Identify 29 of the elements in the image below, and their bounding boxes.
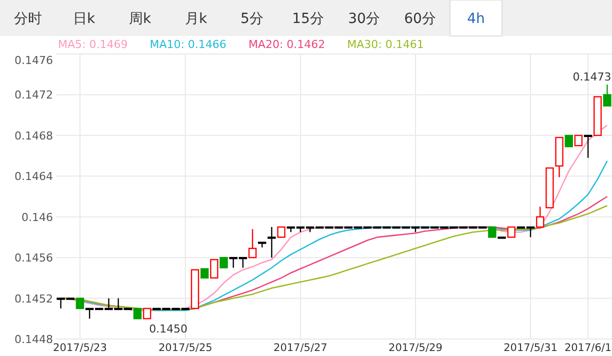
text: 30分 bbox=[348, 11, 380, 27]
y-tick-label: 0.1452 bbox=[14, 292, 53, 306]
x-tick-label: 2017/6/1 bbox=[564, 342, 612, 354]
text: 4h bbox=[467, 11, 485, 27]
text: MA20: 0.1462 bbox=[248, 38, 326, 51]
text: 日k bbox=[72, 11, 96, 27]
annotation: 0.1450 bbox=[149, 322, 188, 336]
x-tick-label: 2017/5/23 bbox=[53, 342, 107, 354]
y-tick-label: 0.1468 bbox=[14, 129, 53, 142]
y-tick-label: 0.1456 bbox=[14, 252, 53, 265]
text: MA10: 0.1466 bbox=[150, 38, 226, 51]
y-tick-label: 0.1464 bbox=[14, 170, 53, 184]
text: 5分 bbox=[240, 11, 264, 27]
y-tick-label: 0.1476 bbox=[14, 54, 53, 67]
text: MA30: 0.1461 bbox=[347, 38, 424, 51]
x-tick-label: 2017/5/25 bbox=[158, 342, 212, 354]
text: 15分 bbox=[292, 11, 324, 27]
y-tick-label: 0.1448 bbox=[14, 333, 53, 346]
annotation: 0.1473 bbox=[572, 70, 612, 84]
y-tick-label: 0.146 bbox=[22, 210, 53, 224]
x-tick-label: 2017/5/27 bbox=[274, 342, 328, 354]
x-tick-label: 2017/5/29 bbox=[388, 342, 442, 354]
y-tick-label: 0.1472 bbox=[14, 88, 53, 102]
text: 周k bbox=[128, 11, 152, 27]
text: 月k bbox=[184, 11, 208, 27]
x-tick-label: 2017/5/31 bbox=[504, 342, 558, 354]
text: MA5: 0.1469 bbox=[58, 38, 128, 51]
text: 分时 bbox=[14, 11, 42, 27]
text: 60分 bbox=[404, 11, 436, 27]
